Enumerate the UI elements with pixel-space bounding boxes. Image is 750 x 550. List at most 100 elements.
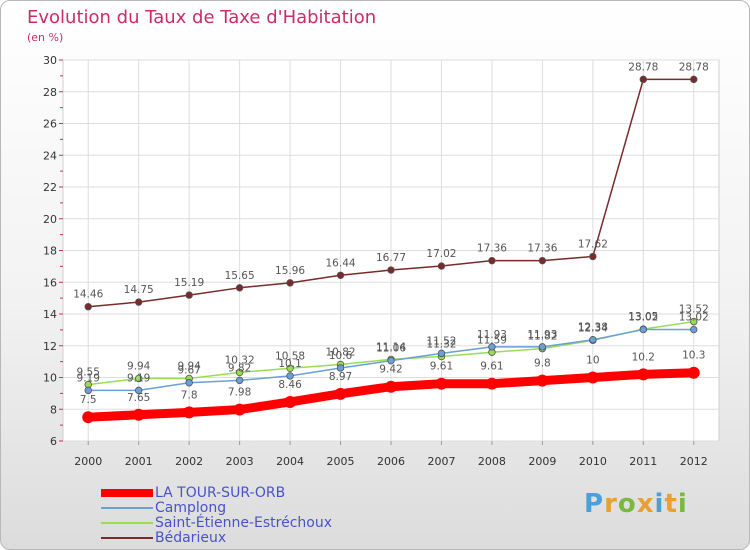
data-point <box>690 75 698 84</box>
legend-label: Camplong <box>155 500 227 516</box>
legend-swatch <box>101 507 153 509</box>
data-label: 9.19 <box>77 372 100 384</box>
data-label: 9.42 <box>379 364 402 376</box>
logo-letter: r <box>604 489 618 519</box>
data-label: 9.8 <box>534 358 551 370</box>
data-point <box>690 317 698 326</box>
legend-swatch <box>101 537 153 539</box>
y-tick-label: 12 <box>43 340 57 353</box>
x-tick-label: 2002 <box>175 455 203 468</box>
data-label: 16.77 <box>376 252 406 264</box>
data-point <box>538 256 547 265</box>
data-label: 9.82 <box>228 362 251 374</box>
data-label: 11.52 <box>426 335 456 347</box>
y-tick-label: 14 <box>43 308 57 321</box>
data-point <box>286 364 294 372</box>
data-point <box>284 395 297 408</box>
y-tick-label: 26 <box>43 118 57 131</box>
data-point <box>387 266 395 274</box>
x-tick-label: 2012 <box>680 455 708 468</box>
data-label: 11.14 <box>376 341 406 353</box>
data-label: 10 <box>586 355 599 367</box>
data-label: 28.78 <box>679 61 709 73</box>
data-point <box>134 374 143 383</box>
x-tick-label: 2006 <box>377 455 405 468</box>
data-label: 13.05 <box>628 311 658 323</box>
data-point <box>334 387 347 400</box>
logo-letter: i <box>654 489 665 519</box>
data-point <box>286 372 294 380</box>
data-label: 7.8 <box>181 389 198 401</box>
data-point <box>385 380 397 393</box>
chart-title: Evolution du Taux de Taxe d'Habitation <box>27 7 377 28</box>
x-tick-label: 2011 <box>629 455 657 468</box>
data-label: 11.82 <box>527 331 557 343</box>
y-tick-label: 16 <box>43 276 57 289</box>
data-point <box>84 386 92 395</box>
data-point <box>488 343 496 351</box>
data-point <box>437 349 446 358</box>
x-tick-label: 2001 <box>125 455 153 468</box>
data-label: 17.36 <box>477 243 507 255</box>
data-label: 17.36 <box>527 243 557 255</box>
legend-swatch <box>101 489 153 497</box>
data-label: 8.97 <box>329 371 352 383</box>
x-tick-label: 2005 <box>327 455 355 468</box>
data-label: 11.06 <box>376 343 406 355</box>
x-tick-label: 2003 <box>226 455 254 468</box>
data-point <box>185 379 193 387</box>
data-point <box>485 377 498 390</box>
data-label: 11.93 <box>527 329 557 341</box>
y-tick-label: 22 <box>43 181 57 194</box>
data-point <box>687 366 700 379</box>
data-label: 10.58 <box>275 350 305 362</box>
y-tick-label: 30 <box>43 54 57 67</box>
data-point <box>589 252 597 261</box>
data-label: 17.62 <box>578 239 608 251</box>
data-label: 11.59 <box>477 334 507 346</box>
data-label: 10.1 <box>278 358 301 370</box>
data-label: 9.67 <box>177 365 200 377</box>
data-point <box>235 376 244 385</box>
data-point <box>538 343 547 351</box>
data-label: 13.52 <box>679 304 709 316</box>
data-point <box>586 371 599 384</box>
data-label: 15.65 <box>225 270 255 282</box>
data-label: 13.02 <box>679 312 709 324</box>
data-point <box>639 325 648 334</box>
legend-label: Saint-Étienne-Estréchoux <box>155 515 333 531</box>
data-point <box>536 374 549 387</box>
data-label: 9.55 <box>77 367 100 379</box>
logo-letter: i <box>677 489 688 519</box>
data-label: 9.94 <box>177 360 201 372</box>
data-label: 14.46 <box>73 289 103 301</box>
data-label: 9.19 <box>127 372 150 384</box>
y-tick-label: 10 <box>43 372 57 385</box>
legend-label: LA TOUR-SUR-ORB <box>155 485 286 501</box>
y-tick-label: 6 <box>50 435 57 448</box>
data-point <box>589 336 597 344</box>
data-label: 9.94 <box>127 360 151 372</box>
logo-letter: o <box>617 489 637 519</box>
data-label: 12.34 <box>578 322 608 334</box>
data-label: 13.02 <box>628 312 658 324</box>
data-point <box>336 271 345 279</box>
data-label: 17.02 <box>426 248 456 260</box>
data-label: 14.75 <box>124 284 154 296</box>
data-point <box>84 302 92 311</box>
data-point <box>435 377 448 390</box>
data-label: 16.44 <box>326 257 356 269</box>
x-tick-label: 2009 <box>528 455 556 468</box>
data-point <box>639 75 648 84</box>
data-label: 12.38 <box>578 322 608 334</box>
legend-swatch <box>101 522 153 524</box>
x-tick-label: 2010 <box>579 455 607 468</box>
data-label: 9.61 <box>430 361 453 373</box>
data-label: 10.82 <box>326 346 356 358</box>
data-label: 15.19 <box>174 277 204 289</box>
data-label: 10.32 <box>225 354 255 366</box>
logo-letter: x <box>636 489 655 519</box>
data-point <box>336 364 345 372</box>
data-label: 10.2 <box>632 351 655 363</box>
